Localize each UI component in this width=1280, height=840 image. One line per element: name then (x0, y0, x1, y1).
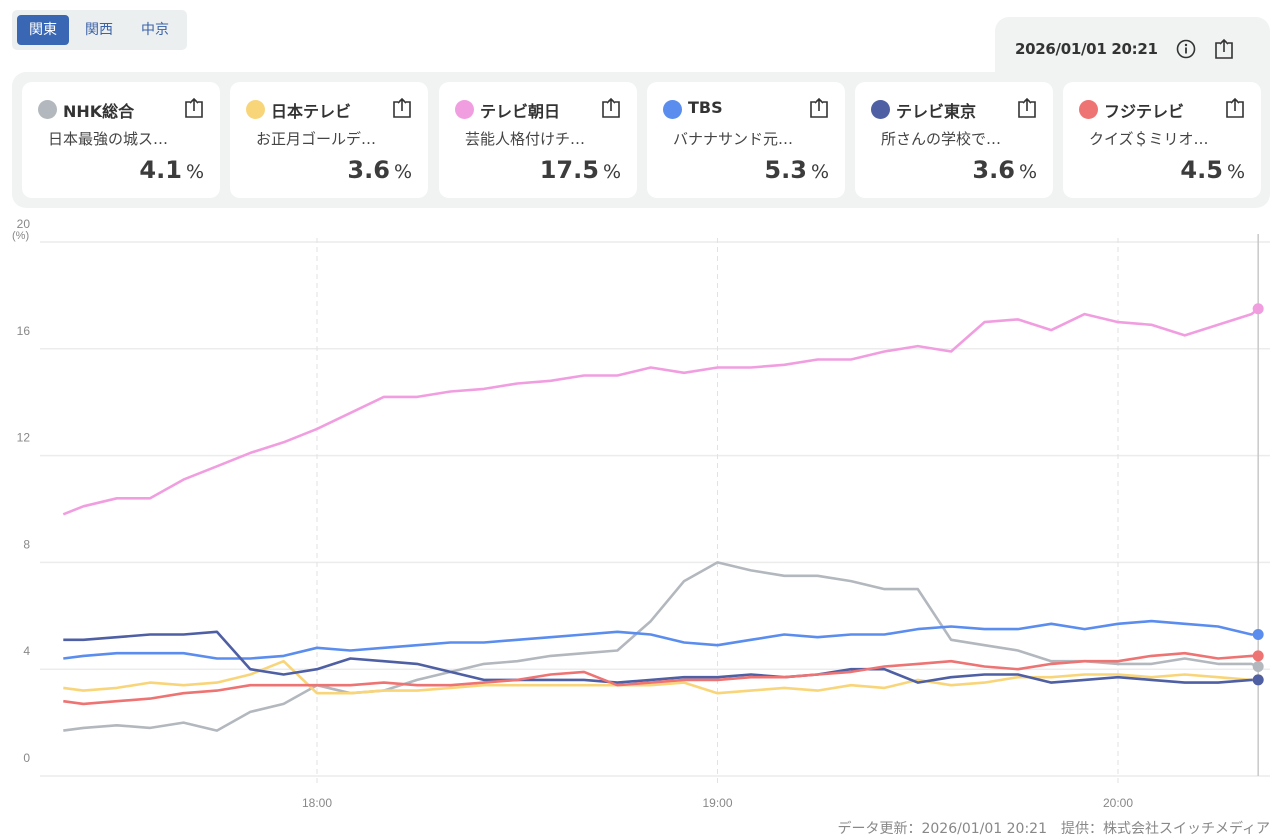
program-title: バナナサンド元… (673, 130, 794, 148)
x-tick-label: 19:00 (702, 796, 732, 810)
share-icon[interactable] (184, 97, 204, 119)
rating-unit: % (185, 161, 204, 183)
series-end-marker-1 (1252, 661, 1264, 673)
x-tick-label: 18:00 (302, 796, 332, 810)
share-icon[interactable] (809, 97, 829, 119)
station-card[interactable]: NHK総合 日本最強の城ス… 4.1% (22, 82, 220, 198)
rating-number: 17.5 (539, 156, 599, 184)
program-title: 日本最強の城ス… (48, 130, 169, 148)
station-name: フジテレビ (1104, 102, 1185, 121)
y-tick-label: 20 (17, 217, 31, 231)
series-line-3 (62, 307, 1260, 516)
info-icon[interactable] (1176, 39, 1196, 59)
rating-unit: % (810, 161, 829, 183)
y-tick-label: 4 (23, 644, 30, 658)
series-line-2 (63, 659, 1259, 695)
station-name: テレビ朝日 (480, 102, 561, 121)
station-name: 日本テレビ (271, 102, 352, 121)
station-color-dot (871, 100, 890, 119)
program-title: 所さんの学校で… (881, 130, 1002, 148)
station-color-dot (1079, 100, 1098, 119)
series-end-marker-5 (1252, 674, 1264, 686)
rating-value: 4.5% (1180, 156, 1245, 184)
share-icon[interactable] (1225, 97, 1245, 119)
share-icon[interactable] (1214, 38, 1234, 60)
timestamp: 2026/01/01 20:21 (1015, 40, 1158, 58)
rating-value: 5.3% (764, 156, 829, 184)
series-end-marker-6 (1252, 650, 1264, 662)
series-end-marker-4 (1252, 628, 1264, 640)
rating-value: 4.1% (139, 156, 204, 184)
program-title: 芸能人格付けチ… (465, 130, 586, 148)
share-icon[interactable] (392, 97, 412, 119)
station-name: TBS (688, 98, 723, 117)
region-tabs: 関東 関西 中京 (12, 10, 187, 50)
y-tick-label: 0 (23, 751, 30, 765)
rating-number: 5.3 (764, 156, 807, 184)
series-line-6 (63, 651, 1259, 706)
y-tick-label: 16 (17, 324, 31, 338)
station-color-dot (455, 100, 474, 119)
ratings-chart: (%) 0 4 8 12 16 20 18:00 19:00 20:00 (12, 217, 1270, 810)
rating-number: 4.5 (1180, 156, 1223, 184)
share-icon[interactable] (601, 97, 621, 119)
tab-kanto[interactable]: 関東 (17, 15, 69, 45)
tab-chukyo[interactable]: 中京 (141, 22, 169, 38)
x-tick-label: 20:00 (1103, 796, 1133, 810)
station-name: NHK総合 (63, 102, 135, 121)
rating-value: 17.5% (540, 156, 621, 184)
station-color-dot (663, 100, 682, 119)
station-card[interactable]: 日本テレビ お正月ゴールデ… 3.6% (230, 82, 428, 198)
program-title: お正月ゴールデ… (256, 130, 377, 148)
rating-number: 3.6 (972, 156, 1015, 184)
share-icon[interactable] (1017, 97, 1037, 119)
series-line-4 (63, 619, 1259, 660)
station-name: テレビ東京 (896, 102, 977, 121)
y-axis-unit: (%) (12, 230, 29, 242)
rating-number: 4.1 (139, 156, 182, 184)
series-line-1 (63, 561, 1259, 732)
y-tick-label: 8 (23, 537, 30, 551)
rating-value: 3.6% (347, 156, 412, 184)
station-card[interactable]: テレビ朝日 芸能人格付けチ… 17.5% (439, 82, 637, 198)
station-card[interactable]: フジテレビ クイズ＄ミリオ… 4.5% (1063, 82, 1261, 198)
tab-kansai[interactable]: 関西 (85, 22, 113, 38)
y-tick-label: 12 (17, 431, 31, 445)
rating-unit: % (393, 161, 412, 183)
series-line-5 (63, 630, 1259, 684)
rating-unit: % (1226, 161, 1245, 183)
rating-value: 3.6% (972, 156, 1037, 184)
program-title: クイズ＄ミリオ… (1089, 130, 1209, 148)
timestamp-panel: 2026/01/01 20:21 (995, 17, 1270, 81)
rating-unit: % (602, 161, 621, 183)
station-color-dot (246, 100, 265, 119)
station-card[interactable]: TBS バナナサンド元… 5.3% (647, 82, 845, 198)
station-color-dot (38, 100, 57, 119)
series-end-marker-3 (1252, 303, 1264, 315)
rating-unit: % (1018, 161, 1037, 183)
station-card[interactable]: テレビ東京 所さんの学校で… 3.6% (855, 82, 1053, 198)
rating-number: 3.6 (347, 156, 390, 184)
station-cards: NHK総合 日本最強の城ス… 4.1% 日本テレビ お正月ゴールデ… 3.6% … (12, 72, 1270, 208)
footer-credit: データ更新：2026/01/01 20:21 提供：株式会社スイッチメディア (837, 821, 1270, 837)
